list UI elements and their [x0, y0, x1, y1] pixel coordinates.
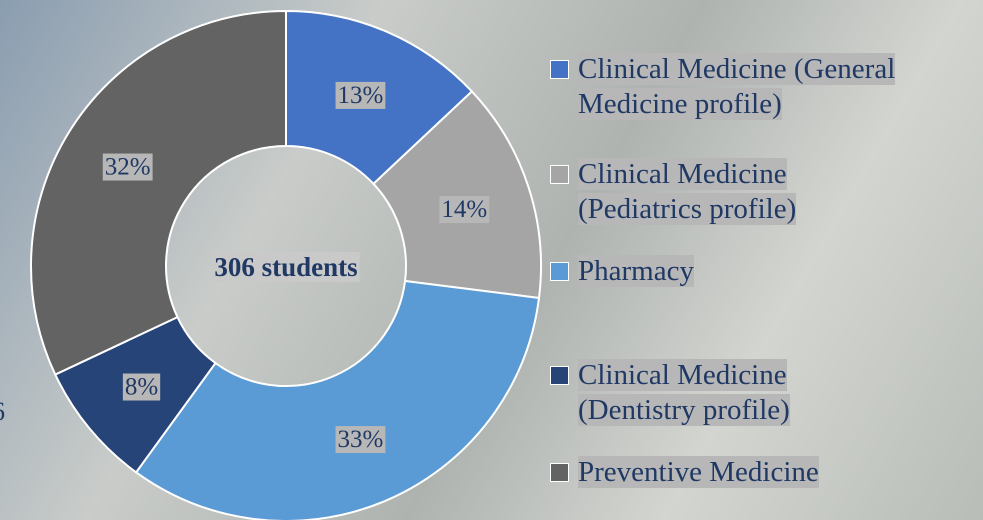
label-bg — [102, 153, 153, 181]
label-bg — [335, 81, 386, 109]
data-label: 8% — [125, 374, 158, 401]
data-label: 14% — [441, 196, 487, 223]
legend-item: Pharmacy — [550, 254, 898, 289]
legend-label: Pharmacy — [578, 255, 694, 287]
legend-item: Clinical Medicine (General Medicine prof… — [550, 52, 983, 122]
donut-slice — [134, 279, 541, 520]
label-bg — [439, 196, 490, 224]
label-bg — [122, 373, 161, 401]
center-label: 306 students — [214, 252, 357, 282]
legend-label: Clinical Medicine (General Medicine prof… — [578, 53, 896, 120]
donut-slice — [372, 90, 542, 300]
label-bg — [212, 252, 360, 282]
legend-label: Preventive Medicine — [578, 456, 819, 488]
legend-swatch — [550, 366, 569, 385]
data-label: 32% — [105, 154, 151, 181]
legend-swatch — [550, 463, 569, 482]
legend-swatch — [550, 262, 569, 281]
legend-item: Clinical Medicine (Pediatrics profile) — [550, 157, 868, 227]
legend-label: Clinical Medicine (Dentistry profile) — [578, 359, 790, 426]
data-label: 13% — [338, 82, 384, 109]
annotation: 6 — [0, 397, 5, 426]
data-label: 33% — [338, 426, 384, 453]
donut-slice — [30, 9, 287, 376]
legend-item: Preventive Medicine — [550, 455, 898, 490]
legend-label: Clinical Medicine (Pediatrics profile) — [578, 158, 797, 225]
label-bg — [335, 426, 386, 454]
legend-item: Clinical Medicine (Dentistry profile) — [550, 358, 868, 428]
legend-swatch — [550, 165, 569, 184]
legend-swatch — [550, 60, 569, 79]
